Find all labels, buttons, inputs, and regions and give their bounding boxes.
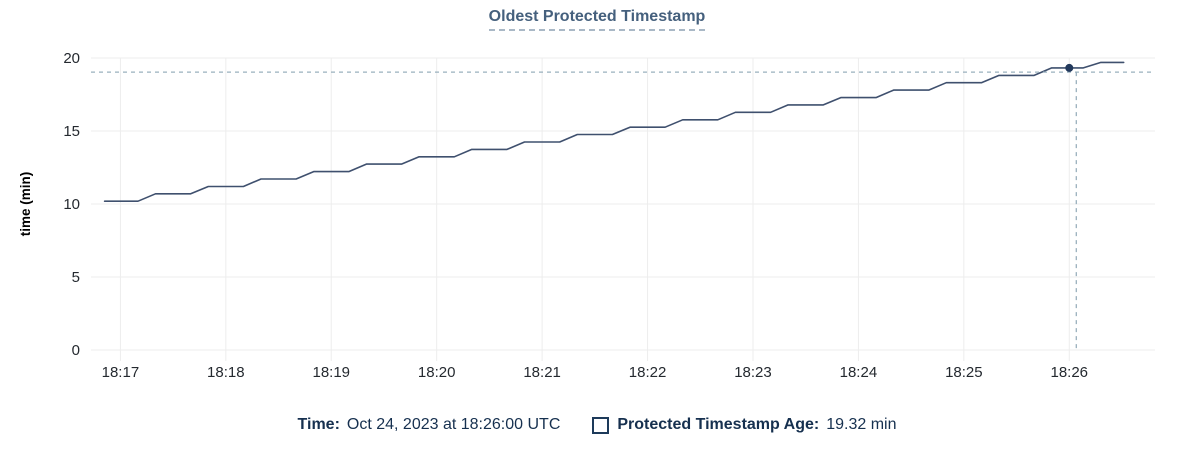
x-tick-label: 18:21 [523,364,561,381]
y-tick-label: 15 [63,123,80,140]
x-tick-label: 18:24 [840,364,878,381]
chart-title[interactable]: Oldest Protected Timestamp [488,8,706,31]
x-tick-label: 18:19 [312,364,350,381]
y-tick-label: 5 [72,269,80,286]
y-tick-label: 10 [63,196,80,213]
x-grid: 18:17 18:18 18:19 18:20 18:21 18:22 18:23 18:24… [102,58,1088,381]
x-tick-label: 18:23 [734,364,772,381]
legend-time: Time: Oct 24, 2023 at 18:26:00 UTC [298,416,561,434]
chart-title-row: Oldest Protected Timestamp [0,8,1194,31]
x-tick-label: 18:25 [945,364,983,381]
y-tick-label: 0 [72,342,80,359]
chart-legend: Time: Oct 24, 2023 at 18:26:00 UTC Prote… [0,416,1194,434]
x-tick-label: 18:22 [629,364,667,381]
series-line [103,61,1125,202]
legend-series-label: Protected Timestamp Age: [617,416,820,433]
legend-series-value: 19.32 min [826,416,897,433]
legend-series: Protected Timestamp Age: 19.32 min [592,416,896,434]
y-tick-label: 20 [63,50,80,67]
y-grid: 0 5 10 15 20 [63,50,1155,359]
legend-time-label: Time: [297,416,340,433]
x-tick-label: 18:20 [418,364,456,381]
legend-time-value: Oct 24, 2023 at 18:26:00 UTC [346,416,561,433]
hover-dot [1065,63,1074,72]
y-axis-title: time (min) [18,172,33,237]
x-tick-label: 18:26 [1050,364,1088,381]
series-checkbox-icon[interactable] [592,416,610,434]
x-tick-label: 18:17 [102,364,140,381]
x-tick-label: 18:18 [207,364,245,381]
